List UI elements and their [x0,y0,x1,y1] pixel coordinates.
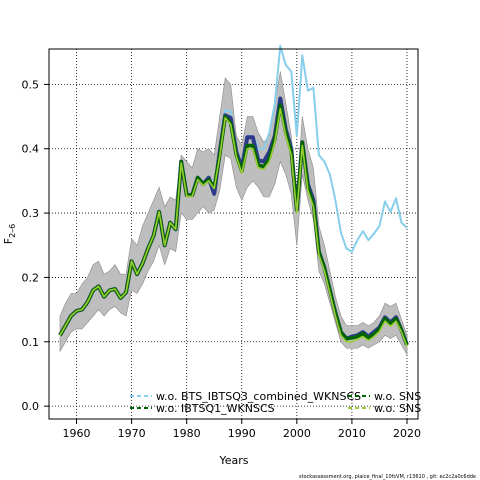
y-tick-label: 0.3 [22,207,40,220]
x-tick-label: 1980 [173,427,201,440]
legend-label: w.o. SNS [374,402,421,415]
legend-label: w.o. IBTSQ1_WKNSCS [156,402,275,415]
series-line [59,108,408,348]
x-tick-label: 1960 [63,427,91,440]
plot-frame [48,48,419,420]
series-layer [58,44,409,348]
legend-label: w.o. SNS [374,390,421,403]
footer-text: stockassessment.org, plaice_final_10fsVM… [299,474,476,480]
x-tick-label: 1970 [118,427,146,440]
legend-label: w.o. BTS_IBTSQ3_combined_WKNSCS [156,390,361,403]
y-tick-label: 0.1 [22,336,40,349]
y-axis-title-subscript: 2–6 [8,224,17,238]
y-tick-label: 0.5 [22,78,40,91]
x-tick-label: 2000 [283,427,311,440]
x-tick-label: 1990 [228,427,256,440]
x-tick-label: 2020 [393,427,421,440]
x-axis-title: Years [218,454,248,467]
x-axis: 1960 1970 1980 1990 2000 2010 2020 [63,419,421,440]
y-tick-label: 0.4 [22,143,40,156]
y-tick-label: 0.0 [22,400,40,413]
y-axis-title: F2–6 [2,224,17,245]
x-tick-label: 2010 [338,427,366,440]
y-axis: 0.0 0.1 0.2 0.3 0.4 0.5 [22,78,49,413]
y-tick-label: 0.2 [22,271,40,284]
y-axis-title-main: F [2,238,15,244]
